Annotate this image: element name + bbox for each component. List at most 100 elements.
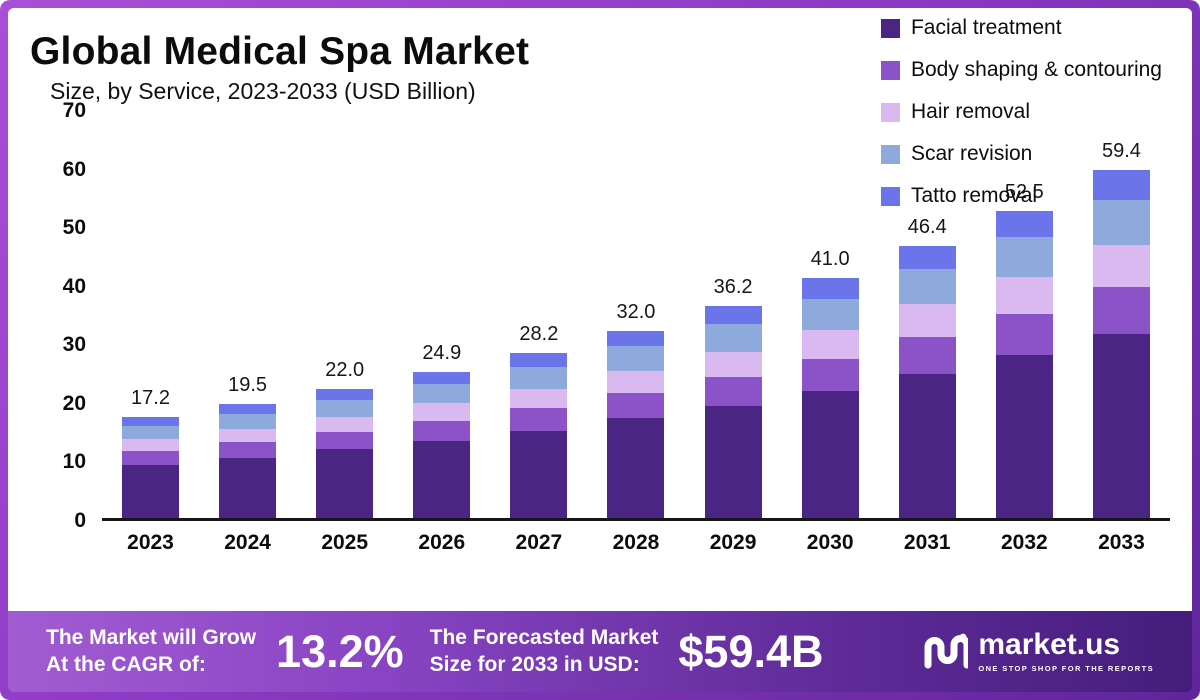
bar-segment-facial-treatment	[704, 405, 762, 518]
cagr-label-line2: At the CAGR of:	[46, 652, 206, 676]
bar-2026: 24.9	[413, 342, 471, 518]
y-axis-label: 70	[62, 99, 86, 122]
bar-segment-scar-revision	[122, 426, 179, 439]
bar-total-label: 46.4	[907, 216, 947, 239]
bar-segment-body-shaping-contouring	[510, 408, 568, 431]
legend-swatch-icon	[880, 18, 900, 38]
market-us-logo-icon	[924, 633, 969, 668]
bar-total-label: 19.5	[228, 373, 268, 396]
legend-label: Facial treatment	[910, 16, 1062, 39]
bar-segment-facial-treatment	[510, 430, 568, 518]
chart-subtitle: Size, by Service, 2023-2033 (USD Billion…	[50, 78, 476, 104]
bar-segment-facial-treatment	[607, 418, 665, 518]
bar-segment-tatto-removal	[704, 306, 762, 325]
legend: Facial treatment Body shaping & contourin…	[880, 16, 1162, 208]
bar-segment-hair-removal	[801, 330, 859, 359]
bar-total-label: 52.5	[1004, 180, 1044, 203]
bar-segment-hair-removal	[219, 428, 277, 443]
legend-item: Body shaping & contouring	[880, 58, 1162, 82]
x-axis-label: 2027	[515, 531, 563, 554]
x-axis-row: 2023 2024 2025 2026 2027 2028 2029 2030 2031 2032…	[30, 531, 1170, 555]
bar-2024: 19.5	[219, 373, 277, 518]
forecast-label: The Forecasted Market Size for 2033 in U…	[430, 625, 659, 678]
bar-segment-body-shaping-contouring	[1092, 286, 1150, 334]
plot-row: 0 10 20 30 40 50 60 70 17.2 19.5 22.0 24.9 28.2 32.0…	[30, 99, 1170, 532]
x-axis-labels: 2023 2024 2025 2026 2027 2028 2029 2030 2031 2032…	[102, 531, 1170, 555]
bar-segment-facial-treatment	[995, 355, 1053, 518]
bar-total-label: 59.4	[1101, 140, 1141, 163]
bar-segment-tatto-removal	[510, 352, 568, 367]
bar-2027: 28.2	[510, 323, 568, 518]
brand[interactable]: market.us ONE STOP SHOP FOR THE REPORTS	[922, 630, 1154, 673]
bar-total-label: 41.0	[810, 247, 850, 270]
bar-segment-tatto-removal	[607, 330, 665, 347]
bar-total-label: 32.0	[616, 300, 656, 323]
bar-segment-body-shaping-contouring	[122, 451, 179, 465]
bar-segment-facial-treatment	[122, 464, 179, 518]
chart-body: 0 10 20 30 40 50 60 70 17.2 19.5 22.0 24.9 28.2 32.0…	[30, 99, 1170, 555]
bar-segment-facial-treatment	[898, 373, 956, 518]
bar-2023: 17.2	[122, 387, 179, 518]
bar-segment-body-shaping-contouring	[801, 358, 859, 391]
chart-card: Global Medical Spa Market Size, by Servi…	[8, 8, 1192, 608]
bar-segment-body-shaping-contouring	[316, 431, 374, 450]
bar-segment-hair-removal	[122, 438, 179, 452]
cagr-label: The Market will Grow At the CAGR of:	[46, 625, 256, 678]
bar-segment-scar-revision	[219, 414, 277, 429]
bar-segment-hair-removal	[316, 416, 374, 432]
x-axis-label: 2033	[1098, 531, 1145, 554]
legend-label: Body shaping & contouring	[910, 58, 1162, 81]
bar-total-label: 22.0	[325, 359, 365, 382]
footer-strip: The Market will Grow At the CAGR of: 13.…	[8, 608, 1192, 692]
bar-segment-hair-removal	[995, 276, 1053, 314]
chart-title: Global Medical Spa Market	[30, 30, 530, 73]
bar-segment-tatto-removal	[316, 389, 374, 400]
bar-2032: 52.5	[995, 180, 1053, 518]
y-axis-label: 20	[62, 391, 86, 415]
brand-text: market.us ONE STOP SHOP FOR THE REPORTS	[978, 630, 1154, 674]
bar-segment-facial-treatment	[801, 390, 859, 518]
bar-segment-scar-revision	[801, 298, 859, 331]
y-axis-labels: 0 10 20 30 40 50 60 70	[30, 99, 102, 532]
bar-segment-scar-revision	[607, 346, 665, 372]
legend-label: Scar revision	[910, 142, 1033, 165]
legend-item: Scar revision	[880, 142, 1162, 166]
bar-2033: 59.4	[1092, 140, 1150, 518]
forecast-label-line2: Size for 2033 in USD:	[429, 652, 640, 676]
x-axis-label: 2031	[903, 531, 951, 554]
bar-segment-body-shaping-contouring	[704, 376, 762, 406]
bar-segment-body-shaping-contouring	[219, 442, 277, 458]
x-axis-label: 2025	[321, 531, 369, 554]
bar-segment-facial-treatment	[316, 449, 374, 518]
bar-segment-facial-treatment	[1092, 333, 1150, 518]
bar-total-label: 36.2	[713, 276, 753, 299]
x-axis-label: 2028	[612, 531, 660, 554]
bar-segment-hair-removal	[510, 388, 568, 409]
y-axis-label: 10	[62, 450, 86, 474]
bar-segment-scar-revision	[316, 399, 374, 417]
x-axis-label: 2026	[418, 531, 466, 554]
legend-item: Hair removal	[880, 100, 1162, 124]
legend-label: Hair removal	[910, 100, 1031, 123]
chart-header: Global Medical Spa Market Size, by Servi…	[30, 30, 1170, 105]
bar-segment-hair-removal	[607, 371, 665, 394]
bar-segment-tatto-removal	[898, 246, 956, 270]
cagr-value: 13.2%	[276, 625, 404, 677]
bar-2025: 22.0	[316, 359, 374, 518]
bar-segment-scar-revision	[413, 384, 471, 404]
y-axis-spacer	[30, 531, 102, 555]
legend-item: Facial treatment	[880, 16, 1162, 40]
bar-segment-body-shaping-contouring	[898, 337, 956, 374]
brand-tagline: ONE STOP SHOP FOR THE REPORTS	[978, 664, 1154, 673]
y-axis-label: 0	[74, 509, 86, 532]
bar-segment-tatto-removal	[413, 372, 471, 385]
legend-swatch-icon	[880, 186, 900, 206]
bar-2028: 32.0	[607, 300, 665, 518]
y-axis-label: 40	[62, 274, 86, 298]
legend-swatch-icon	[880, 144, 900, 164]
bar-segment-facial-treatment	[413, 440, 471, 518]
bar-segment-scar-revision	[995, 236, 1053, 277]
bar-segment-scar-revision	[898, 269, 956, 305]
forecast-value: $59.4B	[678, 625, 824, 677]
